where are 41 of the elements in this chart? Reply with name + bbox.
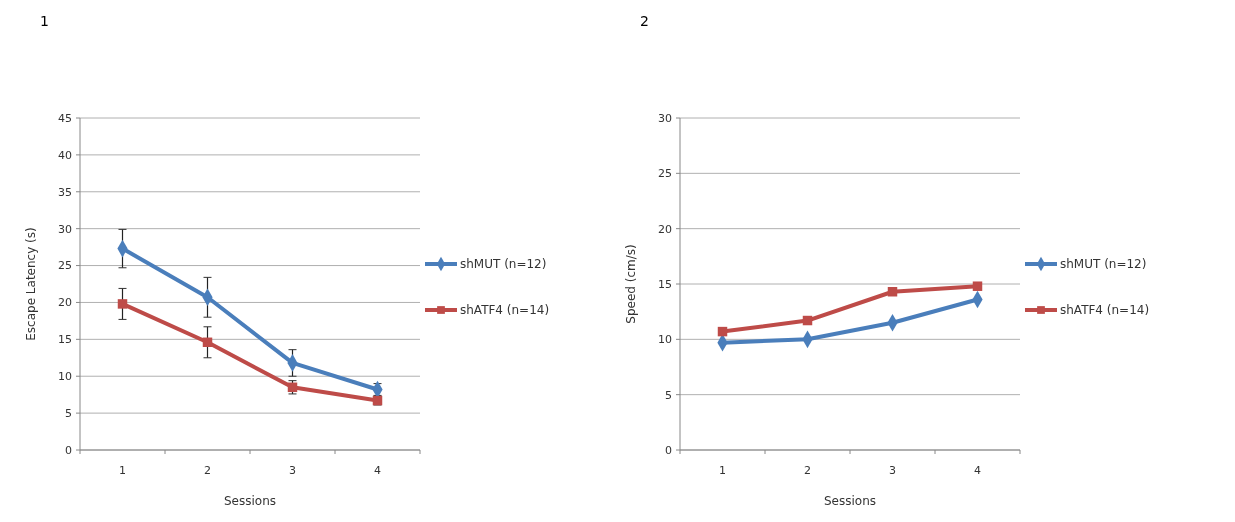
y-tick-label: 30 (58, 222, 72, 236)
x-tick-label: 2 (204, 464, 211, 477)
point (117, 299, 128, 309)
chart-title: 2 (640, 13, 649, 29)
point (202, 337, 213, 348)
x-axis-title: Sessions (223, 494, 277, 508)
legend-label: shMUT (n=12) (1060, 257, 1147, 272)
y-tick-label: 10 (658, 333, 672, 347)
y-tick-label: 15 (658, 277, 672, 291)
x-tick-label: 1 (719, 464, 726, 477)
x-tick-label: 4 (974, 464, 981, 477)
y-axis-title: Speed (cm/s) (624, 244, 638, 324)
y-tick-label: 40 (58, 148, 72, 162)
legend-label: shATF4 (n=14) (1060, 303, 1150, 318)
y-axis-title: Escape Latency (s) (24, 227, 38, 341)
legend-label: shMUT (n=12) (460, 257, 547, 272)
y-tick-label: 30 (658, 111, 672, 125)
y-tick-label: 20 (58, 296, 72, 310)
y-tick-label: 5 (665, 388, 672, 402)
legend-label: shATF4 (n=14) (460, 303, 550, 318)
y-tick-label: 35 (58, 185, 72, 199)
y-tick-label: 45 (58, 111, 72, 125)
y-tick-label: 10 (58, 370, 72, 384)
y-tick-label: 15 (58, 333, 72, 347)
y-tick-label: 0 (65, 443, 72, 457)
point (887, 287, 898, 297)
x-tick-label: 3 (889, 464, 896, 477)
point (717, 326, 728, 337)
x-tick-label: 3 (289, 464, 296, 477)
x-tick-label: 1 (119, 464, 126, 477)
point (972, 281, 983, 291)
y-tick-label: 20 (658, 222, 672, 236)
chart-title: 1 (40, 13, 49, 29)
point (802, 315, 813, 326)
y-tick-label: 25 (658, 167, 672, 181)
y-tick-label: 0 (665, 443, 672, 457)
x-tick-label: 4 (374, 464, 381, 477)
y-tick-label: 5 (65, 406, 72, 420)
x-tick-label: 2 (804, 464, 811, 477)
y-tick-label: 25 (58, 259, 72, 273)
x-axis-title: Sessions (823, 494, 877, 508)
